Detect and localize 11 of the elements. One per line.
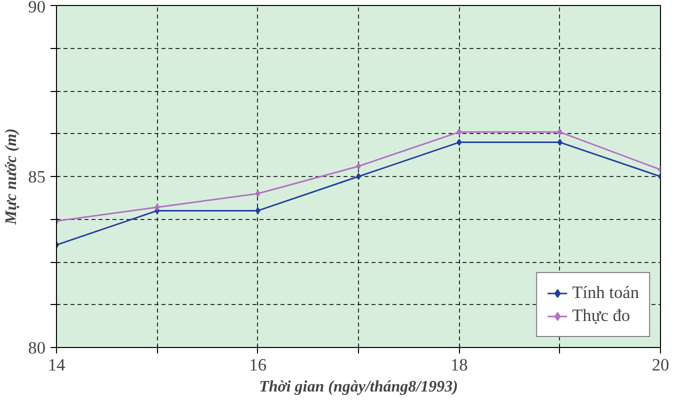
x-tick-label: 18 [450,356,468,374]
y-axis-title: Mực nước (m) [3,128,20,226]
legend-label: Thực đo [572,306,630,326]
x-axis-title: Thời gian (ngày/tháng8/1993) [259,378,458,396]
x-tick-label: 14 [48,356,66,374]
x-tick-label: 20 [652,356,670,374]
y-tick-label: 80 [28,338,46,358]
legend-label: Tính toán [572,283,639,303]
y-tick-label: 90 [28,0,46,16]
x-tick-label: 16 [249,356,267,374]
y-tick-label: 85 [28,168,46,186]
